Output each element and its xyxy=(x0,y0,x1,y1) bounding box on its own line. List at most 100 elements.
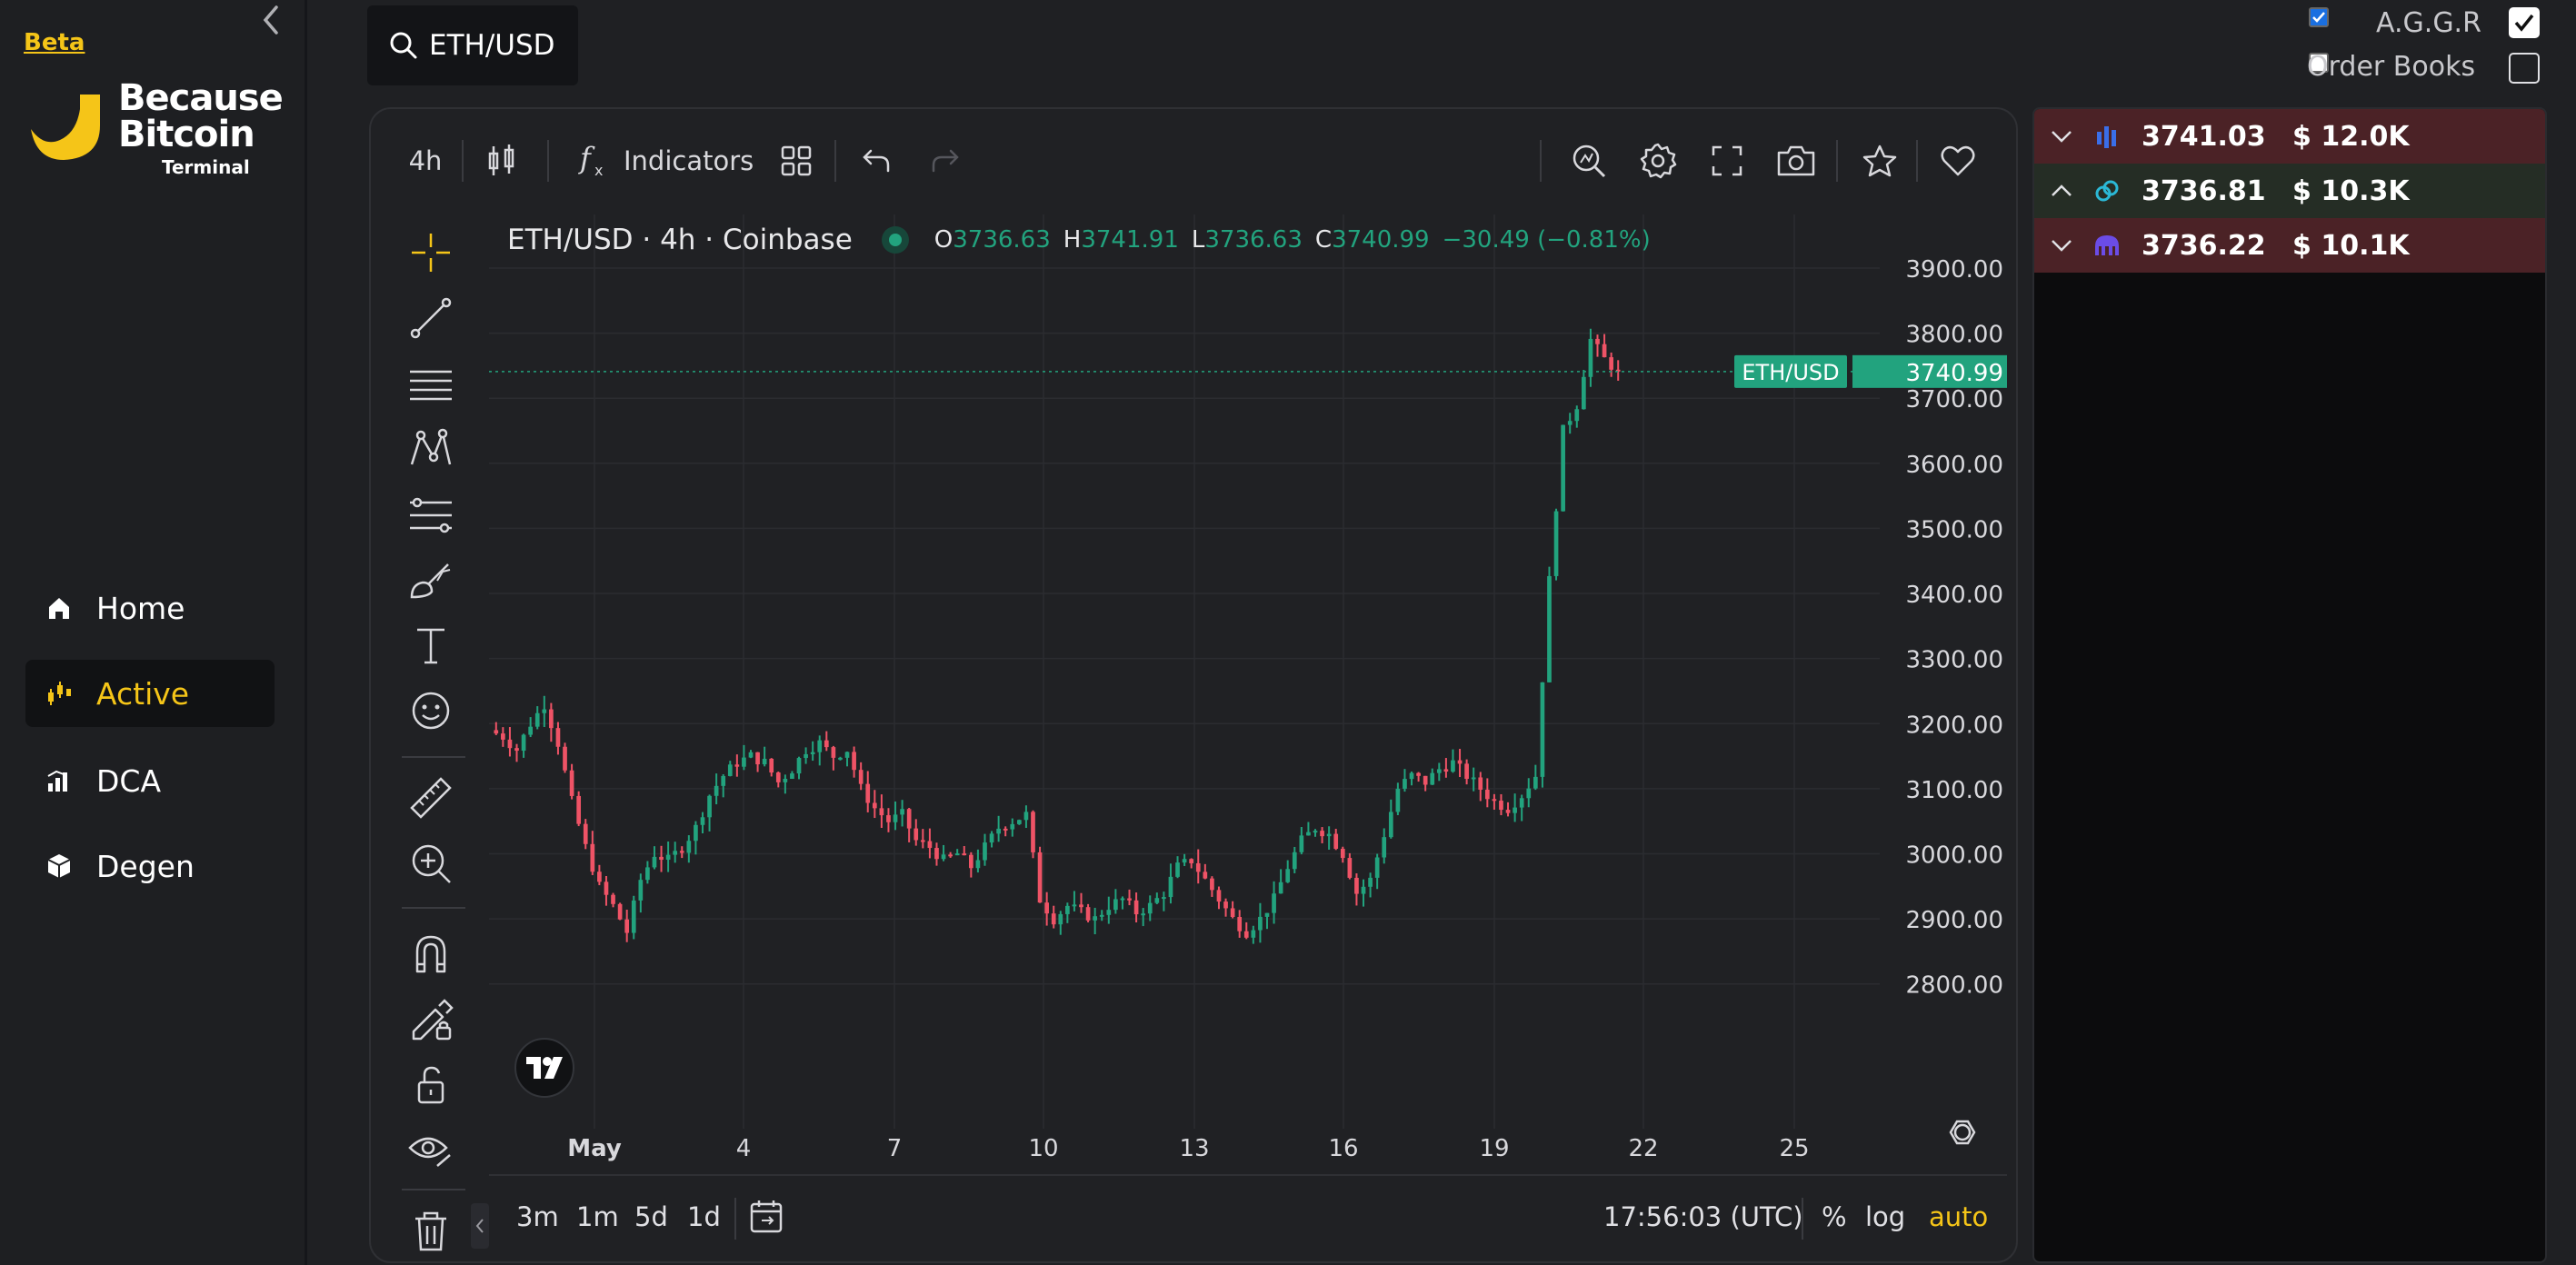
redo-button[interactable] xyxy=(920,136,971,185)
measure-tool[interactable] xyxy=(404,772,458,823)
range-3m-button[interactable]: 3m xyxy=(516,1201,559,1232)
trend-line-icon xyxy=(410,297,452,339)
candle-body xyxy=(1553,511,1559,576)
range-1d-button[interactable]: 1d xyxy=(687,1201,721,1232)
nav-label-active: Active xyxy=(96,675,190,712)
trade-row[interactable]: 3736.81 $ 10.3K xyxy=(2034,164,2545,218)
text-tool[interactable] xyxy=(404,620,458,671)
candle-body xyxy=(1519,798,1524,808)
trade-price: 3741.03 xyxy=(2142,120,2266,153)
crosshair-tool[interactable] xyxy=(404,227,458,278)
undo-button[interactable] xyxy=(851,136,902,185)
candle-body xyxy=(1093,916,1098,921)
nav-label-degen: Degen xyxy=(96,848,195,884)
nav-item-dca[interactable]: DCA xyxy=(25,747,275,814)
candle-body xyxy=(989,833,994,843)
aggr-toggle-small[interactable] xyxy=(2309,7,2329,27)
clock-timezone[interactable]: 17:56:03 (UTC) xyxy=(1603,1201,1803,1232)
pattern-tool[interactable] xyxy=(404,423,458,474)
hide-drawings-tool[interactable] xyxy=(404,1125,458,1176)
lock-drawing-tool[interactable] xyxy=(404,994,458,1045)
candle-body xyxy=(1581,376,1586,410)
trade-amount-value: 10.1K xyxy=(2321,229,2410,262)
range-5d-button[interactable]: 5d xyxy=(634,1201,668,1232)
candle-body xyxy=(790,773,794,780)
beta-link[interactable]: Beta xyxy=(24,29,85,56)
auto-scale-toggle[interactable]: auto xyxy=(1929,1201,1989,1232)
candle-body xyxy=(1354,877,1359,894)
range-1m-button[interactable]: 1m xyxy=(576,1201,619,1232)
candle-body xyxy=(734,764,740,767)
brush-tool[interactable] xyxy=(404,554,458,605)
aggr-label: A.G.G.R xyxy=(2376,7,2481,39)
fullscreen-button[interactable] xyxy=(1702,136,1752,185)
candle-body xyxy=(1292,852,1297,870)
candle-body xyxy=(1278,882,1283,894)
emoji-tool[interactable] xyxy=(404,685,458,736)
candle-body xyxy=(927,841,933,849)
candle-body xyxy=(652,856,657,868)
nav-item-active[interactable]: Active xyxy=(25,660,275,727)
watchlist-button[interactable] xyxy=(1854,136,1905,185)
camera-icon xyxy=(1777,145,1815,176)
screenshot-button[interactable] xyxy=(1771,136,1822,185)
candle-body xyxy=(1374,857,1380,878)
collapse-sidebar-button[interactable] xyxy=(255,4,287,36)
trend-line-tool[interactable] xyxy=(404,293,458,344)
order-books-checkbox[interactable] xyxy=(2509,53,2540,84)
quick-search-button[interactable] xyxy=(1563,136,1614,185)
candle-body xyxy=(700,817,705,825)
symbol-search-button[interactable]: ETH/USD xyxy=(367,5,578,85)
candle-body xyxy=(1113,899,1118,911)
favorite-button[interactable] xyxy=(1932,136,1983,185)
candle-body xyxy=(583,823,588,844)
trade-row[interactable]: 3736.22 $ 10.1K xyxy=(2034,218,2545,273)
candle-body xyxy=(494,730,499,734)
candle-body xyxy=(1051,913,1056,925)
y-tick-label: 3200.00 xyxy=(1905,712,2003,739)
delete-drawings-tool[interactable] xyxy=(404,1205,458,1256)
candle-body xyxy=(1347,858,1353,878)
nav-label-home: Home xyxy=(96,590,185,626)
redo-icon xyxy=(932,149,959,173)
candle-body xyxy=(1003,828,1008,831)
chart-type-button[interactable] xyxy=(476,136,527,185)
price-chart[interactable]: 3900.00 3800.00 3700.00 3600.00 3500.00 3400.… xyxy=(489,214,2007,1174)
candle-body xyxy=(597,872,602,882)
y-tick-label: 3000.00 xyxy=(1905,842,2003,869)
aggr-checkbox[interactable] xyxy=(2509,7,2540,38)
sidebar: Beta Because Bitcoin Terminal Home Activ… xyxy=(0,0,307,1265)
legend-symbol[interactable]: ETH/USD · 4h · Coinbase xyxy=(507,224,853,256)
lock-all-tool[interactable] xyxy=(404,1060,458,1111)
projection-icon xyxy=(410,497,452,533)
candle-body xyxy=(1272,893,1276,913)
settings-button[interactable] xyxy=(1632,136,1683,185)
chart-grid xyxy=(489,214,1880,1129)
zoom-in-tool[interactable] xyxy=(404,838,458,889)
legend-change: −30.49 (−0.81%) xyxy=(1442,226,1651,254)
y-tick-label: 3600.00 xyxy=(1905,452,2003,479)
forecast-tool[interactable] xyxy=(404,489,458,540)
magnet-tool[interactable] xyxy=(404,929,458,980)
order-books-toggle-small[interactable] xyxy=(2309,53,2329,73)
nav-item-degen[interactable]: Degen xyxy=(25,832,275,900)
log-scale-toggle[interactable]: log xyxy=(1865,1201,1906,1232)
collapse-toolbar-button[interactable] xyxy=(471,1203,489,1249)
layouts-button[interactable] xyxy=(771,136,822,185)
candle-body xyxy=(1615,369,1621,372)
percent-scale-toggle[interactable]: % xyxy=(1822,1201,1847,1232)
eye-icon xyxy=(408,1137,451,1167)
legend-open-label: O xyxy=(934,226,954,254)
tradingview-logo[interactable] xyxy=(514,1038,574,1098)
candle-body xyxy=(1423,775,1428,785)
candle-body xyxy=(948,854,953,857)
trade-row[interactable]: 3741.03 $ 12.0K xyxy=(2034,109,2545,164)
interval-button[interactable]: 4h xyxy=(408,145,443,176)
nav-item-home[interactable]: Home xyxy=(25,574,275,642)
go-to-date-button[interactable] xyxy=(749,1194,785,1240)
cube-icon xyxy=(47,854,71,878)
fib-tool[interactable] xyxy=(404,358,458,409)
chart-area[interactable]: 3900.00 3800.00 3700.00 3600.00 3500.00 3400.… xyxy=(489,214,2007,1162)
